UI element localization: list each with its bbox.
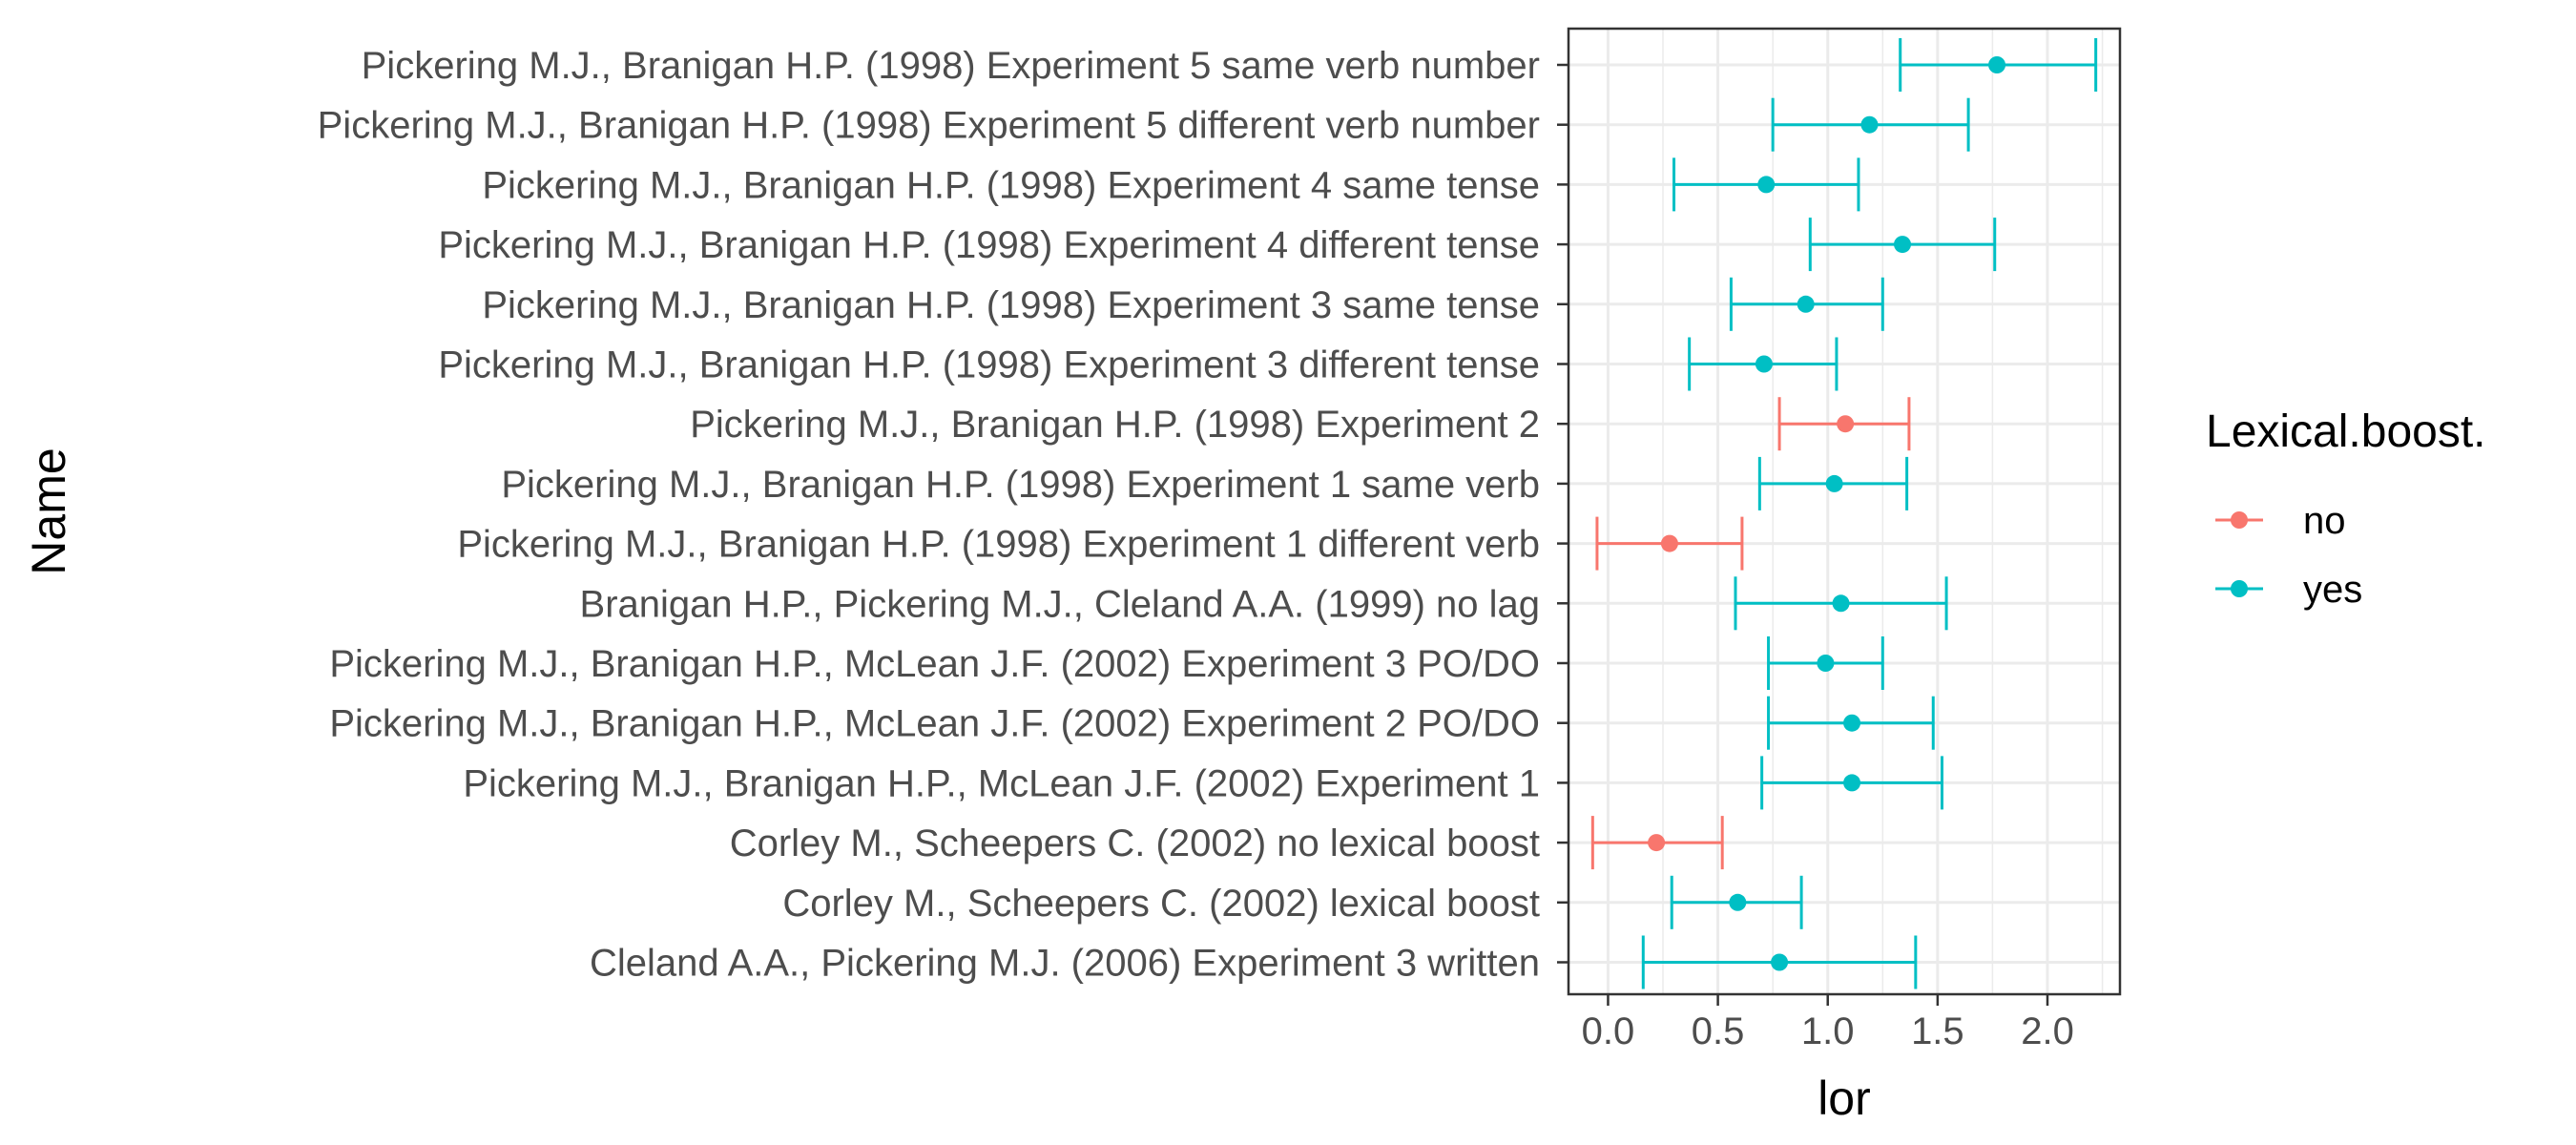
row-label: Pickering M.J., Branigan H.P. (1998) Exp… [362, 45, 1540, 87]
x-tick-label: 0.5 [1692, 1010, 1745, 1052]
data-marks [1590, 38, 2098, 989]
legend: Lexical.boost. no yes [2206, 406, 2486, 611]
row-label: Corley M., Scheepers C. (2002) no lexica… [730, 822, 1540, 864]
data-point [1648, 834, 1666, 852]
data-point [1757, 176, 1776, 194]
row-label: Pickering M.J., Branigan H.P. (1998) Exp… [482, 284, 1540, 326]
data-point [1771, 953, 1789, 971]
x-axis-title: lor [1818, 1072, 1871, 1125]
data-point [1988, 56, 2006, 73]
data-point [1860, 115, 1879, 134]
plot-panel-border [1567, 27, 2122, 996]
legend-items: no yes [2215, 500, 2362, 611]
x-tick-label: 0.0 [1582, 1010, 1635, 1052]
row-label: Pickering M.J., Branigan H.P. (1998) Exp… [482, 164, 1540, 206]
row-label: Pickering M.J., Branigan H.P. (1998) Exp… [438, 224, 1540, 266]
data-point [1755, 355, 1773, 373]
row-label: Pickering M.J., Branigan H.P. (1998) Exp… [318, 105, 1540, 147]
legend-key-point [2231, 511, 2248, 529]
data-point [1837, 415, 1855, 433]
row-label: Pickering M.J., Branigan H.P. (1998) Exp… [457, 524, 1540, 566]
row-labels: Pickering M.J., Branigan H.P. (1998) Exp… [318, 45, 1540, 985]
data-point [1894, 236, 1912, 254]
x-tick-label: 1.5 [1911, 1010, 1964, 1052]
row-label: Cleland A.A., Pickering M.J. (2006) Expe… [590, 943, 1540, 985]
legend-title: Lexical.boost. [2206, 406, 2486, 457]
legend-key-point [2231, 580, 2248, 597]
data-point [1797, 295, 1815, 313]
row-label: Pickering M.J., Branigan H.P. (1998) Exp… [438, 344, 1540, 386]
data-point [1825, 474, 1843, 492]
legend-label: yes [2303, 569, 2362, 611]
plot-background [1568, 29, 2120, 994]
y-axis-title: Name [22, 448, 75, 574]
x-tick-label: 2.0 [2021, 1010, 2074, 1052]
row-label: Pickering M.J., Branigan H.P. (1998) Exp… [501, 464, 1540, 506]
row-label: Pickering M.J., Branigan H.P. (1998) Exp… [690, 404, 1540, 446]
row-label: Pickering M.J., Branigan H.P., McLean J.… [329, 643, 1540, 685]
data-point [1843, 774, 1861, 792]
row-label: Pickering M.J., Branigan H.P., McLean J.… [329, 703, 1540, 745]
data-point [1729, 893, 1747, 911]
row-label: Pickering M.J., Branigan H.P., McLean J.… [463, 762, 1540, 804]
data-point [1843, 714, 1861, 732]
data-point [1832, 594, 1850, 613]
legend-label: no [2303, 500, 2346, 542]
row-label: Corley M., Scheepers C. (2002) lexical b… [782, 883, 1540, 925]
y-ticks [1557, 63, 1568, 964]
row-label: Branigan H.P., Pickering M.J., Cleland A… [580, 583, 1540, 625]
x-ticks: 0.0 0.5 1.0 1.5 2.0 [1582, 994, 2074, 1052]
data-point [1817, 655, 1835, 672]
data-point [1660, 534, 1678, 552]
x-tick-label: 1.0 [1801, 1010, 1855, 1052]
